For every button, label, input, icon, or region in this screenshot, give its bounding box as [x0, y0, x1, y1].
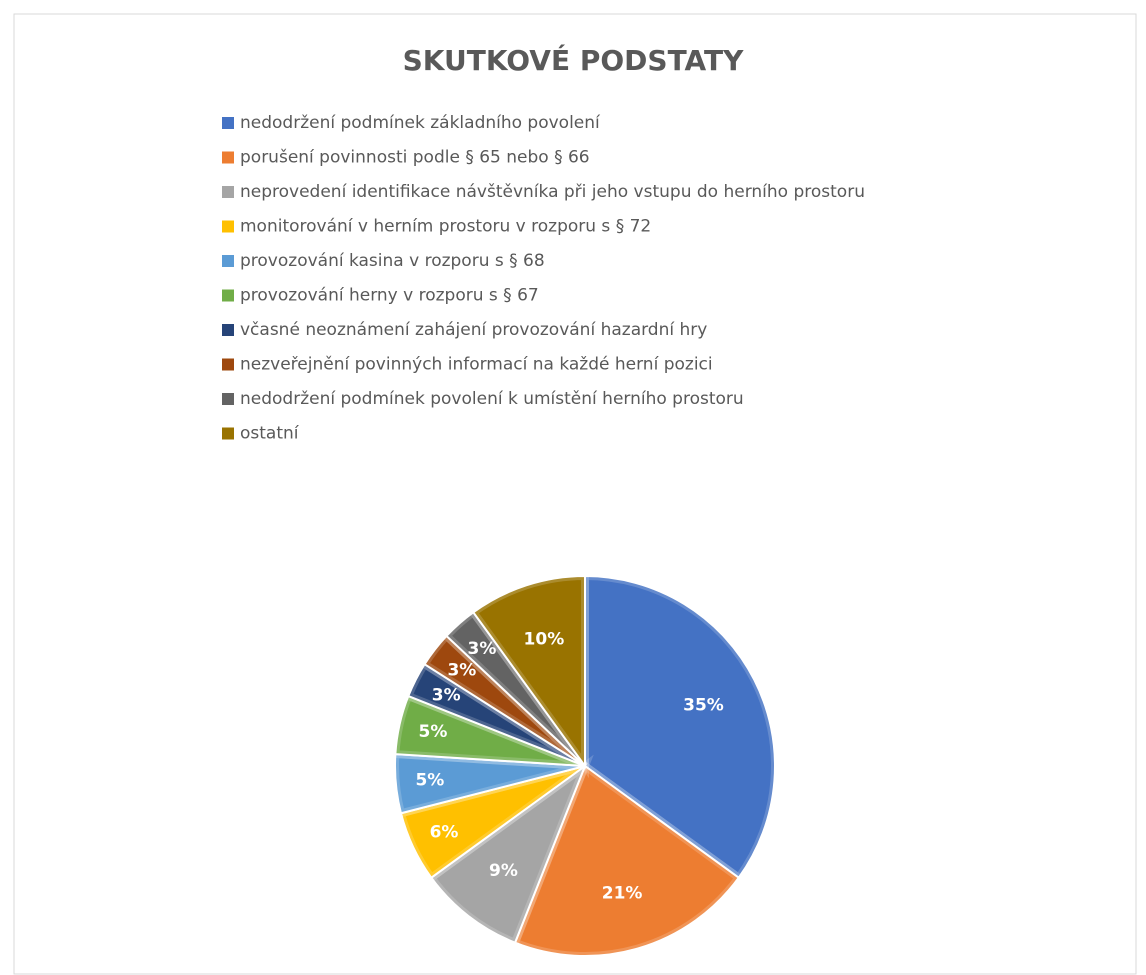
legend-label: porušení povinnosti podle § 65 nebo § 66 — [240, 148, 590, 168]
legend-swatch — [222, 358, 234, 371]
legend-swatch — [222, 220, 234, 233]
legend-swatch — [222, 427, 234, 440]
legend-label: nedodržení podmínek základního povolení — [240, 113, 601, 133]
slice-outline — [467, 571, 589, 779]
data-label: 5% — [415, 771, 444, 791]
data-label: 21% — [602, 884, 643, 904]
legend-label: neprovedení identifikace návštěvníka při… — [240, 182, 865, 202]
data-label: 5% — [419, 722, 448, 742]
data-label: 6% — [430, 822, 459, 842]
data-label: 35% — [683, 696, 724, 716]
data-label: 9% — [489, 861, 518, 881]
data-label: 3% — [468, 639, 497, 659]
legend-swatch — [222, 255, 234, 267]
pie-slice — [584, 574, 776, 880]
pie-slice — [429, 763, 588, 944]
legend-label: provozování herny v rozporu s § 67 — [240, 286, 539, 306]
legend-label: provozování kasina v rozporu s § 68 — [240, 251, 545, 271]
legend-swatch — [222, 117, 234, 129]
pie-slice — [471, 574, 586, 770]
data-label: 3% — [447, 661, 476, 681]
legend-swatch — [222, 151, 234, 164]
pie-slice — [513, 764, 741, 957]
legend-label: včasné neoznámení zahájení provozování h… — [240, 320, 707, 340]
legend-label: nezveřejnění povinných informací na každ… — [240, 355, 713, 375]
legend-swatch — [222, 393, 234, 405]
legend-swatch — [222, 289, 234, 302]
data-label: 10% — [524, 630, 565, 650]
data-label: 3% — [432, 685, 461, 705]
legend-label: nedodržení podmínek povolení k umístění … — [240, 389, 744, 409]
slice-outline — [509, 759, 745, 960]
legend-swatch — [222, 324, 234, 336]
slice-outline — [425, 754, 594, 948]
chart-title: SKUTKOVÉ PODSTATY — [403, 43, 744, 77]
legend-label: ostatní — [240, 424, 300, 444]
legend-label: monitorování v herním prostoru v rozporu… — [240, 217, 651, 237]
legend-swatch — [222, 186, 234, 198]
slice-outline — [581, 571, 779, 884]
